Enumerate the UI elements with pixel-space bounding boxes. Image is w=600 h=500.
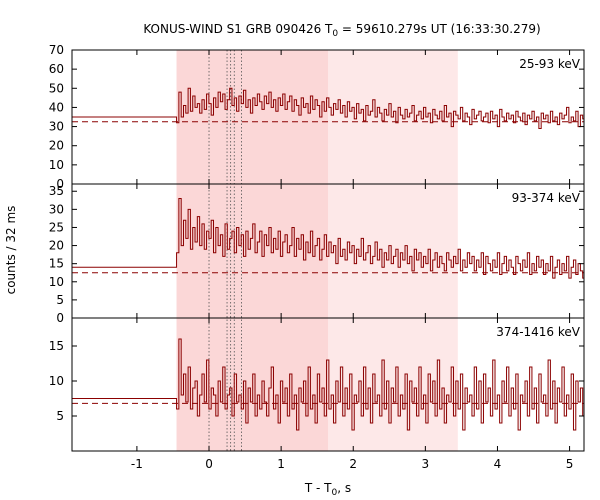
- y-tick-label: 15: [49, 257, 64, 271]
- y-tick-label: 5: [56, 293, 64, 307]
- x-axis-label-subscript: 0: [332, 488, 338, 498]
- chart-title: KONUS-WIND S1 GRB 090426 T0 = 59610.279s…: [143, 22, 540, 39]
- y-tick-label: 40: [49, 100, 64, 114]
- y-tick-label: 5: [56, 409, 64, 423]
- x-axis-label-main: T - T: [304, 481, 332, 495]
- y-tick-label: 25: [49, 220, 64, 234]
- energy-band-label-1: 93-374 keV: [512, 191, 581, 205]
- energy-band-labels: 25-93 keV 93-374 keV 374-1416 keV: [496, 57, 580, 339]
- y-tick-label: 50: [49, 81, 64, 95]
- y-tick-label: 60: [49, 62, 64, 76]
- chart-title-main: KONUS-WIND S1 GRB 090426 T: [143, 22, 333, 36]
- x-tick-label: -1: [131, 457, 143, 471]
- x-tick-label: 5: [566, 457, 574, 471]
- x-tick-label: 1: [277, 457, 285, 471]
- x-tick-label: 3: [422, 457, 430, 471]
- x-axis-ticks: -1 0 1 2 3 4 5: [131, 50, 573, 471]
- y-tick-label: 10: [49, 275, 64, 289]
- y-axis-ticks: 0 10 20 30 40 50 60 70 0 5 10 15 20 25 30 35 5 10 15: [49, 43, 584, 423]
- interval-shading: [176, 50, 458, 451]
- energy-band-label-0: 25-93 keV: [519, 57, 581, 71]
- panel-frame-2: [71, 317, 585, 452]
- y-tick-label: 30: [49, 202, 64, 216]
- lightcurve-step-0: [72, 87, 584, 129]
- x-axis-label: T - T0, s: [304, 481, 351, 498]
- lightcurve-step-1: [72, 197, 584, 279]
- x-tick-label: 4: [494, 457, 502, 471]
- y-tick-label: 10: [49, 158, 64, 172]
- y-tick-label: 0: [56, 311, 64, 325]
- lightcurve-step-2: [72, 338, 584, 431]
- y-tick-label: 10: [49, 374, 64, 388]
- y-tick-label: 20: [49, 239, 64, 253]
- chart-title-rest: = 59610.279s UT (16:33:30.279): [338, 22, 541, 36]
- panel-frames: [71, 49, 585, 452]
- x-tick-label: 0: [205, 457, 213, 471]
- x-tick-label: 2: [349, 457, 357, 471]
- chart-title-subscript: 0: [332, 29, 338, 39]
- y-tick-label: 30: [49, 120, 64, 134]
- y-tick-label: 20: [49, 139, 64, 153]
- x-axis-label-rest: , s: [337, 481, 351, 495]
- y-tick-label: 15: [49, 339, 64, 353]
- lightcurve-traces: [72, 87, 584, 431]
- energy-band-label-2: 374-1416 keV: [496, 325, 580, 339]
- y-tick-label: 70: [49, 43, 64, 57]
- y-tick-label: 0: [56, 177, 64, 191]
- y-tick-label: 35: [49, 184, 64, 198]
- y-axis-label: counts / 32 ms: [4, 206, 18, 295]
